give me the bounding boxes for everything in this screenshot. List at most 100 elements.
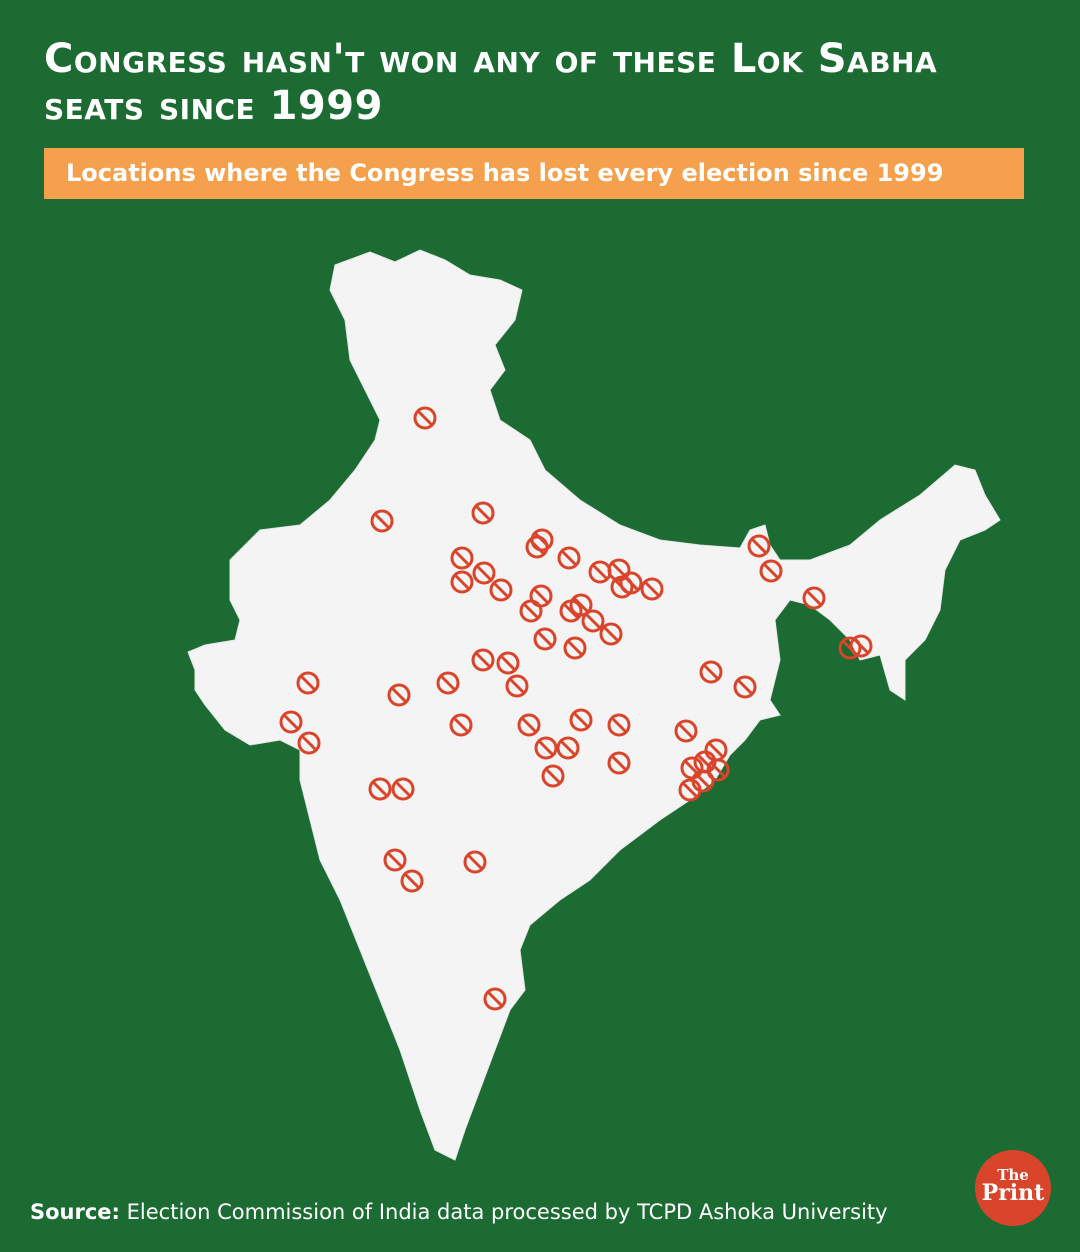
marker [517, 713, 541, 737]
marker [466, 853, 484, 871]
marker [541, 764, 565, 788]
marker [572, 711, 590, 729]
logo-text: The [997, 1166, 1029, 1184]
marker [678, 778, 702, 802]
marker [802, 586, 826, 610]
marker [532, 587, 550, 605]
marker [607, 751, 631, 775]
marker [416, 409, 434, 427]
marker [640, 577, 664, 601]
marker [699, 660, 723, 684]
marker [610, 754, 628, 772]
india-outline [187, 249, 1001, 1161]
marker [849, 634, 873, 658]
marker [533, 627, 557, 651]
marker [599, 622, 623, 646]
marker [677, 722, 695, 740]
marker [709, 761, 727, 779]
marker [475, 564, 493, 582]
marker [534, 736, 558, 760]
marker [496, 651, 520, 675]
marker [556, 736, 580, 760]
marker [279, 710, 303, 734]
logo-text: Print [982, 1180, 1045, 1206]
marker [694, 772, 712, 790]
marker [678, 778, 702, 802]
marker [544, 767, 562, 785]
marker [282, 713, 300, 731]
marker [450, 546, 474, 570]
marker [607, 713, 631, 737]
marker [805, 589, 823, 607]
marker [390, 686, 408, 704]
logo-badge [975, 1150, 1051, 1226]
marker [483, 987, 507, 1011]
marker [450, 546, 474, 570]
marker [452, 716, 470, 734]
marker [387, 683, 411, 707]
marker [747, 534, 771, 558]
marker [640, 577, 664, 601]
marker [453, 573, 471, 591]
marker [403, 872, 421, 890]
marker [471, 501, 495, 525]
marker [520, 716, 538, 734]
marker [450, 570, 474, 594]
marker [619, 571, 643, 595]
marker [602, 625, 620, 643]
marker [581, 609, 605, 633]
marker [702, 663, 720, 681]
marker [296, 671, 320, 695]
marker [492, 581, 510, 599]
marker [489, 578, 513, 602]
marker [591, 563, 609, 581]
marker [674, 719, 698, 743]
markers [279, 406, 873, 1011]
marker [569, 708, 593, 732]
marker [400, 869, 424, 893]
source-text: Election Commission of India data proces… [126, 1200, 888, 1224]
marker [563, 636, 587, 660]
title: Congress hasn't won any of these Lok Sab… [44, 36, 938, 129]
marker [562, 602, 580, 620]
marker [707, 741, 725, 759]
marker [566, 639, 584, 657]
marker [849, 634, 873, 658]
marker [505, 674, 529, 698]
marker [581, 609, 605, 633]
marker [449, 713, 473, 737]
subtitle: Locations where the Congress has lost ev… [44, 148, 1024, 199]
marker [391, 777, 415, 801]
marker [463, 850, 487, 874]
marker [508, 677, 526, 695]
marker [386, 851, 404, 869]
marker [537, 739, 555, 757]
marker [400, 869, 424, 893]
marker [299, 674, 317, 692]
marker [750, 537, 768, 555]
marker [489, 578, 513, 602]
marker [387, 683, 411, 707]
marker [706, 758, 730, 782]
marker [472, 561, 496, 585]
marker [556, 736, 580, 760]
marker [736, 678, 754, 696]
marker [802, 586, 826, 610]
marker [413, 406, 437, 430]
marker [370, 509, 394, 533]
marker [413, 406, 437, 430]
marker [499, 654, 517, 672]
marker [383, 848, 407, 872]
marker [559, 739, 577, 757]
marker [450, 570, 474, 594]
source: Source: Election Commission of India dat… [30, 1200, 888, 1224]
marker [622, 574, 640, 592]
marker [747, 534, 771, 558]
marker [610, 716, 628, 734]
marker [297, 731, 321, 755]
marker [483, 987, 507, 1011]
marker [560, 549, 578, 567]
marker [463, 850, 487, 874]
marker [471, 648, 495, 672]
